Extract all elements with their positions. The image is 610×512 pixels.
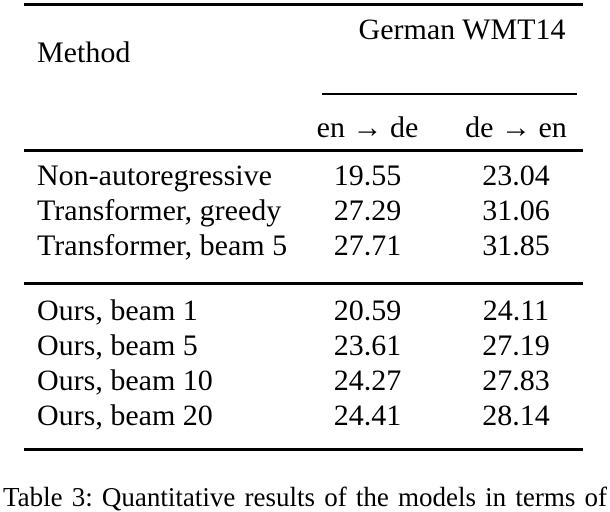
column-group-label: German WMT14: [358, 13, 566, 46]
score-cell-de-en: 24.11: [482, 294, 550, 327]
ours-models-group: Ours, beam 1 20.59 24.11 Ours, beam 5 23…: [24, 284, 583, 451]
results-table: Method German WMT14 en → de de → en Non-…: [24, 3, 583, 451]
table-row: Ours, beam 5 23.61 27.19: [24, 328, 583, 363]
header-row-directions: en → de de → en: [24, 95, 583, 152]
header-row-group: Method German WMT14: [24, 4, 583, 152]
table-row: Ours, beam 20 24.41 28.14: [24, 398, 583, 451]
method-cell: Transformer, greedy: [37, 194, 282, 227]
score-cell-de-en: 27.19: [482, 329, 550, 362]
table-caption: Table 3: Quantitative results of the mod…: [3, 482, 607, 512]
table-row: Ours, beam 10 24.27 27.83: [24, 363, 583, 398]
method-cell: Ours, beam 20: [24, 398, 305, 451]
method-cell: Ours, beam 10: [37, 364, 213, 397]
score-cell-en-de: 27.29: [333, 194, 402, 227]
score-cell-en-de: 24.27: [333, 364, 402, 397]
method-cell: Ours, beam 1: [37, 294, 198, 327]
table-row: Non-autoregressive 19.55 23.04: [24, 151, 583, 194]
score-cell-en-de: 23.61: [333, 329, 402, 362]
score-cell-de-en: 28.14: [430, 398, 583, 451]
cmidrule-divider: [322, 93, 577, 95]
score-cell-en-de: 27.71: [305, 228, 430, 285]
caption-line-1: Table 3: Quantitative results of the mod…: [3, 482, 607, 512]
column-group-header-cell: German WMT14: [305, 5, 583, 95]
column-header-de-en: de → en: [430, 95, 583, 152]
score-cell-de-en: 23.04: [482, 159, 550, 192]
score-cell-de-en: 31.06: [482, 194, 550, 227]
score-cell-en-de: 19.55: [333, 159, 402, 192]
table-row: Transformer, greedy 27.29 31.06: [24, 193, 583, 228]
method-cell: Non-autoregressive: [37, 159, 272, 192]
score-cell-de-en: 27.83: [482, 364, 550, 397]
method-cell: Transformer, beam 5: [24, 228, 305, 285]
column-header-method: Method: [24, 4, 305, 152]
score-cell-en-de: 20.59: [333, 294, 402, 327]
column-header-en-de: en → de: [305, 95, 430, 152]
score-cell-en-de: 24.41: [305, 398, 430, 451]
table-row: Ours, beam 1 20.59 24.11: [24, 284, 583, 329]
score-cell-de-en: 31.85: [430, 228, 583, 285]
method-cell: Ours, beam 5: [37, 329, 198, 362]
table-row: Transformer, beam 5 27.71 31.85: [24, 228, 583, 285]
baseline-models-group: Non-autoregressive 19.55 23.04 Transform…: [24, 151, 583, 285]
column-group-wrap: German WMT14: [305, 6, 583, 95]
